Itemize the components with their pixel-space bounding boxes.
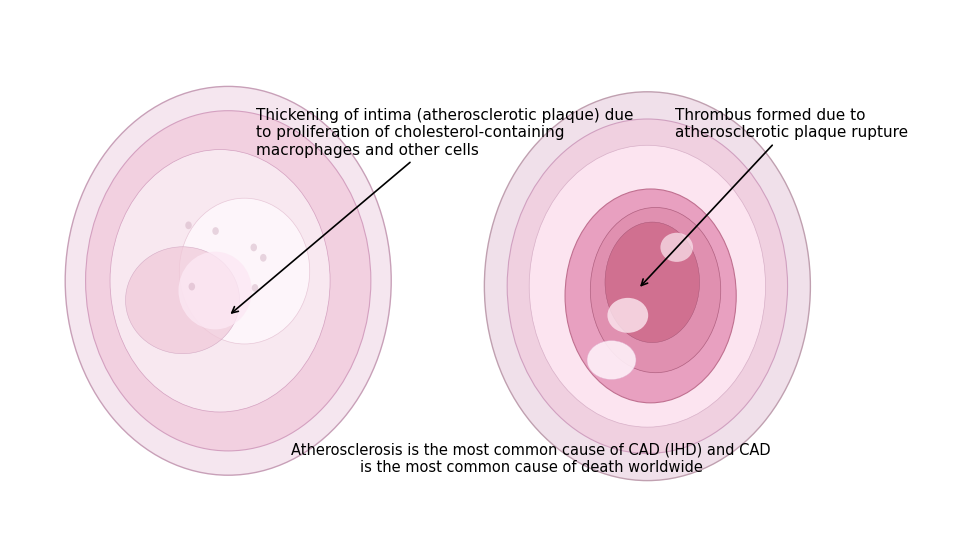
Ellipse shape: [529, 145, 765, 427]
Ellipse shape: [188, 283, 195, 291]
Ellipse shape: [212, 227, 219, 235]
Ellipse shape: [85, 111, 371, 451]
Text: Thrombus formed due to
atherosclerotic plaque rupture: Thrombus formed due to atherosclerotic p…: [641, 108, 908, 286]
Ellipse shape: [179, 252, 252, 329]
Text: Thickening of intima (atherosclerotic plaque) due
to proliferation of cholestero: Thickening of intima (atherosclerotic pl…: [231, 108, 634, 313]
Ellipse shape: [180, 198, 310, 344]
Ellipse shape: [65, 86, 392, 475]
Ellipse shape: [608, 298, 648, 333]
Ellipse shape: [588, 341, 636, 380]
Ellipse shape: [660, 233, 693, 262]
Ellipse shape: [605, 222, 700, 342]
Ellipse shape: [485, 92, 810, 481]
Ellipse shape: [260, 254, 267, 262]
Ellipse shape: [110, 150, 330, 412]
Ellipse shape: [252, 284, 258, 292]
Text: Atherosclerosis is the most common cause of CAD (IHD) and CAD
is the most common: Atherosclerosis is the most common cause…: [291, 443, 771, 475]
Ellipse shape: [507, 119, 787, 454]
Ellipse shape: [126, 247, 240, 354]
Ellipse shape: [251, 244, 257, 251]
Ellipse shape: [185, 221, 192, 229]
Ellipse shape: [590, 207, 721, 373]
Ellipse shape: [565, 189, 736, 403]
